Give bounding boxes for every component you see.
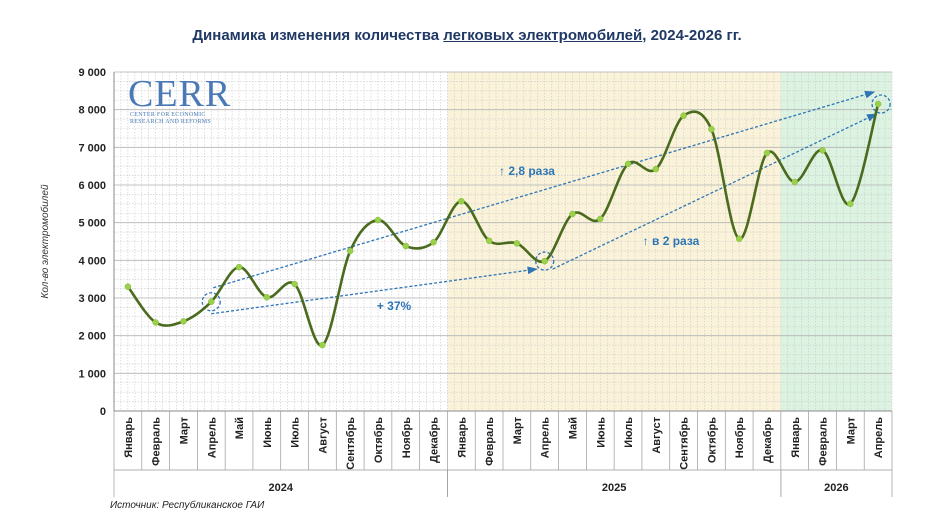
y-tick-label: 7 000: [78, 142, 106, 154]
data-point: [319, 341, 326, 349]
x-tick-label: Апрель: [873, 417, 885, 458]
data-point: [485, 237, 493, 244]
data-point: [513, 240, 521, 247]
data-point: [402, 242, 409, 250]
y-tick-label: 2 000: [78, 331, 106, 343]
y-tick-label: 8 000: [78, 105, 106, 117]
x-tick-label: Февраль: [151, 417, 163, 466]
data-point: [763, 149, 771, 157]
x-tick-label: Сентябрь: [345, 417, 357, 470]
data-point: [624, 160, 632, 168]
data-point: [597, 215, 604, 223]
data-point: [235, 263, 243, 271]
data-point: [735, 235, 743, 243]
x-tick-label: Январь: [790, 417, 802, 458]
x-tick-label: Октябрь: [373, 417, 385, 463]
data-point: [291, 280, 298, 288]
x-tick-label: Февраль: [484, 417, 496, 466]
series-line: [126, 103, 880, 347]
x-tick-label: Июль: [623, 417, 635, 448]
data-point: [430, 239, 437, 246]
annotation-label: + 37%: [377, 299, 412, 313]
x-tick-label: Сентябрь: [679, 417, 691, 470]
year-label: 2026: [824, 482, 848, 494]
data-point: [680, 112, 687, 119]
logo-main-text: CERR: [128, 73, 232, 115]
y-tick-label: 4 000: [78, 255, 106, 267]
title-suffix-text: , 2024-2026 гг.: [642, 27, 742, 44]
data-point: [569, 210, 576, 218]
x-tick-label: Март: [845, 416, 857, 444]
x-tick-label: Июнь: [262, 417, 274, 448]
annotation-label: ↑ 2,8 раза: [499, 164, 555, 178]
year-label: 2025: [602, 482, 626, 494]
x-tick-label: Ноябрь: [401, 417, 413, 458]
title-underlined-text: легковых электромобилей: [443, 27, 643, 44]
source-note: Источник: Республиканское ГАИ: [110, 500, 265, 511]
data-point: [208, 298, 215, 306]
x-tick-label: Май: [234, 417, 246, 439]
x-tick-label: Декабрь: [429, 417, 441, 463]
y-axis-title: Кол-во электромобилей: [39, 184, 51, 298]
annotations: [201, 90, 891, 315]
x-tick-label: Декабрь: [762, 417, 774, 463]
x-tick-label: Март: [178, 416, 190, 444]
y-tick-label: 1 000: [78, 368, 106, 380]
y-tick-label: 3 000: [78, 293, 106, 305]
x-tick-label: Январь: [456, 417, 468, 458]
highlight-circle: [201, 292, 221, 312]
data-point: [374, 216, 382, 224]
x-tick-label: Февраль: [818, 417, 830, 466]
data-point: [180, 318, 187, 325]
cerr-logo: CERR CENTER FOR ECONOMIC RESEARCH AND RE…: [128, 73, 232, 126]
y-tick-label: 9 000: [78, 67, 106, 79]
data-point: [346, 247, 354, 255]
data-point: [124, 283, 132, 290]
x-tick-label: Май: [567, 417, 579, 439]
y-tick-label: 6 000: [78, 180, 106, 192]
x-tick-label: Август: [317, 416, 329, 453]
x-tick-label: Август: [651, 416, 663, 453]
x-tick-label: Январь: [123, 417, 135, 458]
data-point: [652, 165, 660, 173]
data-point: [791, 178, 798, 186]
y-tick-label: 0: [100, 406, 106, 418]
logo-subtitle-line1: CENTER FOR ECONOMIC: [130, 112, 206, 118]
data-point: [263, 293, 271, 301]
x-tick-label: Июнь: [595, 417, 607, 448]
year-label: 2024: [268, 482, 293, 494]
annotation-label: ↑ в 2 раза: [643, 234, 700, 248]
logo-subtitle-line2: RESEARCH AND REFORMS: [130, 119, 212, 125]
data-point: [458, 197, 465, 205]
x-tick-label: Апрель: [540, 417, 552, 458]
chart-title: Динамика изменения количества легковых э…: [0, 27, 934, 44]
y-tick-label: 5 000: [78, 218, 106, 230]
x-tick-label: Июль: [290, 417, 302, 448]
x-tick-label: Октябрь: [706, 417, 718, 463]
data-point: [874, 100, 882, 108]
data-point: [847, 200, 854, 208]
title-text: Динамика изменения количества: [192, 27, 444, 44]
x-tick-label: Апрель: [206, 417, 218, 458]
data-point: [819, 147, 826, 154]
grid: [113, 71, 893, 412]
x-tick-label: Ноябрь: [734, 417, 746, 458]
x-tick-label: Март: [512, 416, 524, 444]
data-point: [152, 319, 159, 326]
data-point: [708, 126, 715, 133]
highlight-circle: [535, 251, 555, 271]
data-point: [541, 257, 548, 265]
highlight-circle: [871, 94, 891, 114]
